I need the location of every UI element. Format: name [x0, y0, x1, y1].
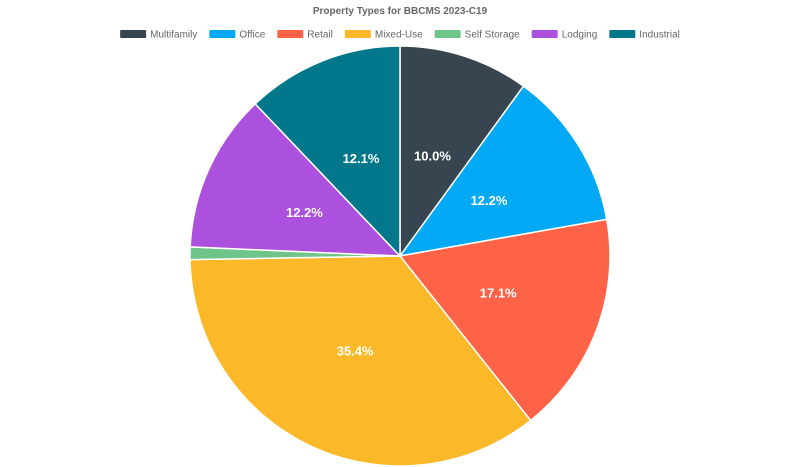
chart-title: Property Types for BBCMS 2023-C19	[313, 6, 488, 17]
slice-label-lodging: 12.2%	[286, 205, 323, 220]
legend-label: Multifamily	[150, 30, 197, 41]
pie-slice-industrial[interactable]	[254, 45, 401, 258]
legend-label: Mixed-Use	[375, 30, 423, 41]
legend-item-retail[interactable]: Retail	[277, 30, 333, 41]
legend-item-multifamily[interactable]: Multifamily	[120, 30, 197, 41]
legend-item-office[interactable]: Office	[209, 30, 266, 41]
legend-swatch	[531, 30, 558, 38]
legend-item-industrial[interactable]: Industrial	[609, 30, 680, 41]
pie-slice-mixed-use[interactable]	[189, 255, 532, 467]
legend-swatch	[344, 30, 371, 38]
legend-label: Retail	[307, 30, 333, 41]
slice-label-mixed-use: 35.4%	[337, 343, 374, 358]
slice-label-retail: 17.1%	[480, 286, 517, 301]
legend-label: Lodging	[562, 30, 598, 41]
slice-labels: 10.0% 12.2% 17.1% 35.4% 12.2% 12.1%	[286, 149, 517, 359]
legend-label: Self Storage	[465, 30, 520, 41]
slice-label-multifamily: 10.0%	[414, 149, 451, 164]
legend-label: Industrial	[639, 30, 680, 41]
legend-swatch	[209, 30, 236, 38]
slice-label-office: 12.2%	[471, 193, 508, 208]
legend-swatch	[434, 30, 461, 38]
legend-item-lodging[interactable]: Lodging	[531, 30, 598, 41]
pie-slice-multifamily[interactable]	[399, 45, 525, 259]
legend-label: Office	[239, 30, 265, 41]
pie-slice-office[interactable]	[398, 85, 608, 258]
legend-swatch	[120, 30, 147, 38]
legend: Multifamily Office Retail Mixed-Use Self Sto…	[120, 30, 680, 41]
pie-slice-lodging[interactable]	[189, 102, 402, 257]
legend-item-self-storage[interactable]: Self Storage	[434, 30, 520, 41]
legend-swatch	[609, 30, 636, 38]
pie-slice-retail[interactable]	[398, 218, 611, 422]
legend-swatch	[277, 30, 304, 38]
legend-item-mixed-use[interactable]: Mixed-Use	[344, 30, 423, 41]
slice-label-industrial: 12.1%	[343, 151, 380, 166]
pie-slices	[189, 45, 611, 467]
